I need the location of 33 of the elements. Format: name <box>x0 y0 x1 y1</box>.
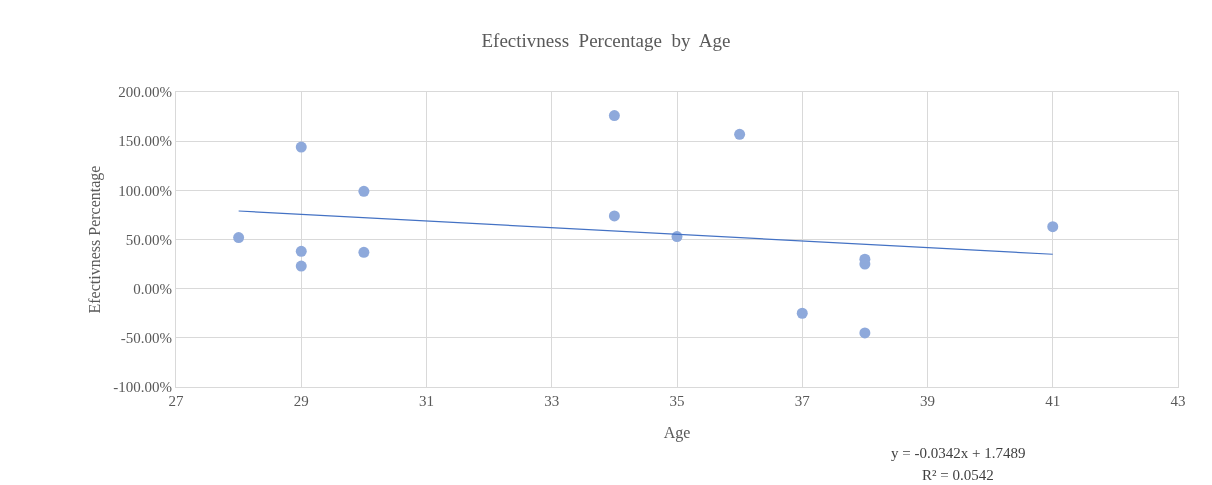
point <box>859 327 871 339</box>
x-tick-label: 37 <box>794 393 811 409</box>
point <box>295 260 307 272</box>
y-tick-label: 200.00% <box>118 84 172 101</box>
y-axis-title: Efectivness Percentage <box>86 165 105 314</box>
point <box>295 141 307 153</box>
y-tick-label: -50.00% <box>120 330 172 347</box>
text: R² = 0.0542 <box>922 467 994 483</box>
x-axis-title: Age <box>663 423 691 442</box>
y-tick-label: 150.00% <box>118 133 172 150</box>
point <box>796 307 808 319</box>
text: y = -0.0342x + 1.7489 <box>891 445 1026 461</box>
y-tick-label: 100.00% <box>118 182 172 199</box>
point <box>1047 221 1059 233</box>
point <box>358 185 370 197</box>
y-tick-label: 50.00% <box>125 231 172 248</box>
y-tick-label: 0.00% <box>133 280 172 297</box>
x-tick-label: 27 <box>168 393 184 409</box>
chart-title: Efectivness Percentage by Age <box>481 30 731 52</box>
point <box>734 128 746 140</box>
point <box>608 210 620 222</box>
x-tick-label: 39 <box>920 393 935 409</box>
x-tick-label: 35 <box>669 393 685 409</box>
point <box>608 110 620 122</box>
x-tick-label: 41 <box>1045 393 1061 409</box>
y-tick-label: -100.00% <box>113 379 172 396</box>
x-tick-label: 43 <box>1170 393 1186 409</box>
x-tick-label: 31 <box>419 393 434 409</box>
x-tick-label: 29 <box>293 393 309 409</box>
x-tick-label: 33 <box>544 393 560 409</box>
point <box>233 232 245 244</box>
point <box>358 246 370 258</box>
point <box>295 245 307 257</box>
